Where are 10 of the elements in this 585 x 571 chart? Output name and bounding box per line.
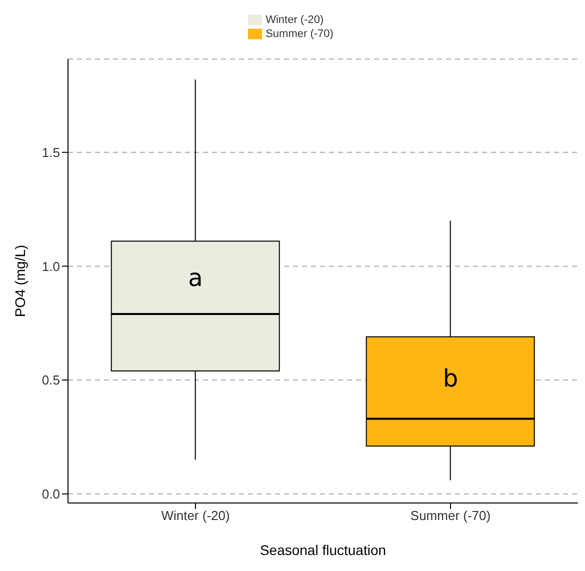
legend-label: Summer (-70)	[266, 28, 334, 40]
annotation: b	[442, 364, 458, 392]
x-axis-title: Seasonal fluctuation	[260, 542, 386, 558]
y-tick-label: 1.5	[42, 144, 60, 160]
y-tick-label: 0.0	[42, 486, 60, 502]
y-tick-label: 1.0	[42, 258, 60, 274]
annotation: a	[188, 264, 203, 292]
legend-label: Winter (-20)	[266, 14, 324, 26]
y-axis-title: PO4 (mg/L)	[12, 244, 28, 318]
y-tick-label: 0.5	[42, 372, 60, 388]
